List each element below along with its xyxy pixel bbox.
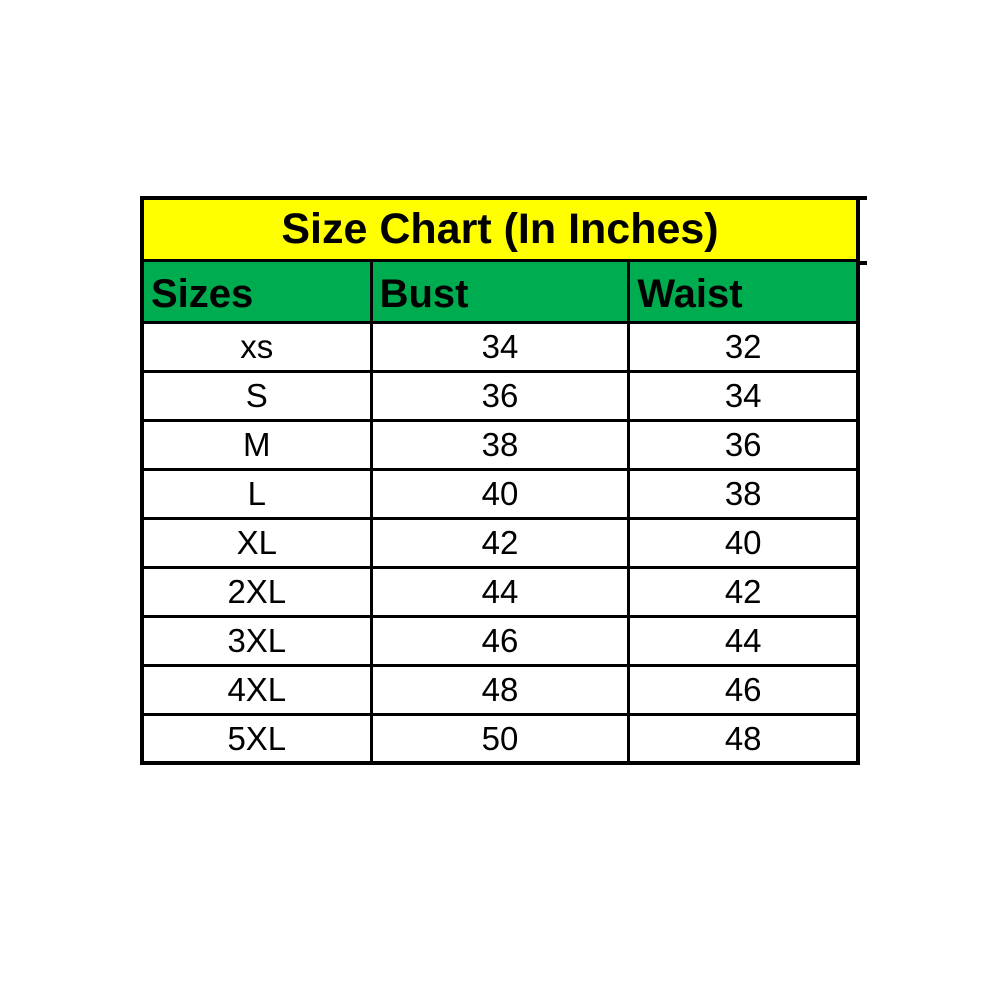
bust-cell: 42 [369,516,631,569]
border-artifact-mid [856,261,867,265]
bust-cell: 46 [369,614,631,667]
bust-cell: 38 [369,418,631,471]
table-row: XL 42 40 [140,516,860,569]
bust-cell: 50 [369,712,631,765]
size-cell: 2XL [140,565,373,618]
size-chart-container: Size Chart (In Inches) Sizes Bust Waist xs… [140,196,867,765]
table-row: 5XL 50 48 [140,712,860,765]
table-row: S 36 34 [140,369,860,422]
table-row: 2XL 44 42 [140,565,860,618]
table-row: 3XL 46 44 [140,614,860,667]
size-cell: 3XL [140,614,373,667]
bust-cell: 36 [369,369,631,422]
bust-cell: 40 [369,467,631,520]
table-row: M 38 36 [140,418,860,471]
size-cell: M [140,418,373,471]
size-cell: XL [140,516,373,569]
table-row: xs 34 32 [140,320,860,373]
column-header-sizes: Sizes [140,258,373,324]
title-row: Size Chart (In Inches) [140,196,860,262]
waist-cell: 44 [627,614,860,667]
waist-cell: 42 [627,565,860,618]
waist-cell: 34 [627,369,860,422]
size-cell: S [140,369,373,422]
size-chart-table: Size Chart (In Inches) Sizes Bust Waist xs… [140,196,860,765]
chart-title: Size Chart (In Inches) [140,196,860,262]
column-header-row: Sizes Bust Waist [140,258,860,324]
table-row: 4XL 48 46 [140,663,860,716]
waist-cell: 40 [627,516,860,569]
bust-cell: 34 [369,320,631,373]
bust-cell: 48 [369,663,631,716]
size-cell: L [140,467,373,520]
table-row: L 40 38 [140,467,860,520]
size-cell: 5XL [140,712,373,765]
waist-cell: 36 [627,418,860,471]
column-header-waist: Waist [627,258,860,324]
size-cell: 4XL [140,663,373,716]
column-header-bust: Bust [369,258,631,324]
bust-cell: 44 [369,565,631,618]
size-cell: xs [140,320,373,373]
waist-cell: 38 [627,467,860,520]
size-rows: xs 34 32 S 36 34 M 38 36 L 40 38 XL 42 40 2XL 44 42 3XL 46 4… [140,320,860,765]
waist-cell: 48 [627,712,860,765]
waist-cell: 32 [627,320,860,373]
waist-cell: 46 [627,663,860,716]
border-artifact-top [856,196,867,200]
